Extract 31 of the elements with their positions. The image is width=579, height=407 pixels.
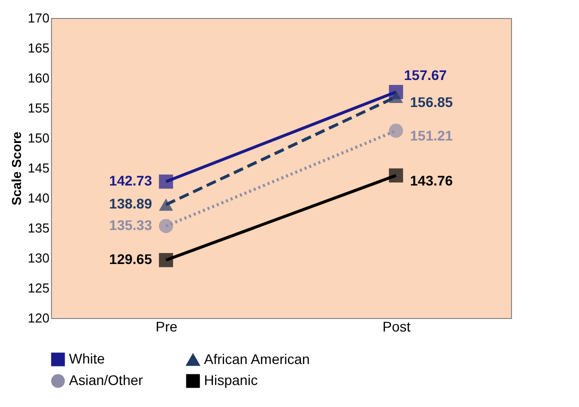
y-tick-label: 130 <box>28 250 50 266</box>
data-label: 151.21 <box>410 128 454 144</box>
y-tick-label: 160 <box>28 70 50 86</box>
y-tick-label: 170 <box>28 10 50 26</box>
point <box>388 168 404 183</box>
legend-label: Hispanic <box>204 372 258 388</box>
y-tick-label: 150 <box>28 130 50 146</box>
point <box>158 218 174 234</box>
y-tick-label: 155 <box>28 100 50 116</box>
x-tick-label: Post <box>382 318 411 334</box>
legend-label: African American <box>204 350 310 367</box>
x-tick-label: Pre <box>156 318 178 334</box>
y-tick-label: 125 <box>28 280 50 296</box>
point <box>158 174 174 189</box>
y-axis-title: Scale Score <box>8 132 24 206</box>
y-tick-label: 140 <box>28 190 50 206</box>
data-label: 142.73 <box>109 172 152 189</box>
point <box>158 253 174 268</box>
legend-label: Asian/Other <box>69 372 144 388</box>
data-label: 129.65 <box>109 251 152 268</box>
data-label: 157.67 <box>404 66 448 83</box>
y-tick-label: 165 <box>28 40 50 56</box>
point <box>388 124 404 138</box>
data-label: 156.85 <box>410 94 454 110</box>
data-label: 143.76 <box>410 172 454 188</box>
y-tick-label: 135 <box>28 220 50 236</box>
data-label: 135.33 <box>109 217 152 234</box>
y-tick-label: 120 <box>28 310 50 326</box>
data-label: 138.89 <box>109 196 152 212</box>
legend-label: White <box>69 350 105 366</box>
y-tick-label: 145 <box>28 160 50 176</box>
